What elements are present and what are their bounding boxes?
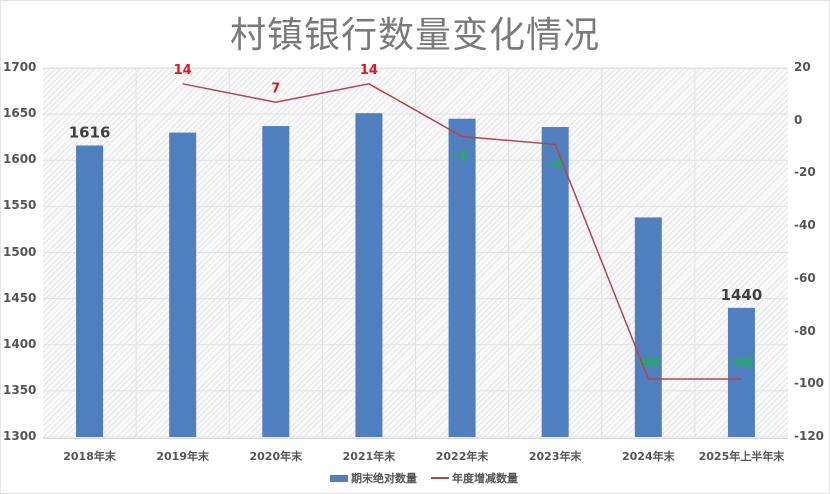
left-axis-tick: 1650 — [3, 106, 37, 121]
left-axis-tick: 1500 — [3, 244, 37, 259]
left-axis-tick: 1400 — [3, 336, 37, 351]
line-value-label: -9 — [548, 157, 562, 172]
bar-swatch-icon — [330, 474, 348, 482]
bar[interactable] — [727, 307, 755, 437]
change-line[interactable] — [182, 83, 742, 380]
right-axis-tick: -120 — [794, 429, 825, 443]
right-axis-tick: 20 — [794, 60, 811, 74]
bar[interactable] — [634, 217, 662, 437]
right-axis-tick: -60 — [794, 270, 816, 285]
line-value-label: 7 — [271, 81, 280, 96]
line-swatch-icon — [431, 477, 449, 479]
right-axis-tick: -100 — [794, 376, 825, 391]
x-axis-tick: 2021年末 — [342, 450, 396, 463]
left-axis-tick: 1700 — [3, 60, 37, 74]
x-axis-tick: 2020年末 — [249, 450, 303, 463]
line-value-label: 14 — [360, 63, 378, 78]
bar[interactable] — [541, 127, 569, 437]
bar[interactable] — [448, 118, 476, 438]
line-value-label: -98 — [637, 356, 661, 371]
bar[interactable] — [169, 132, 197, 437]
chart-title: 村镇银行数量变化情况 — [229, 15, 600, 56]
line-value-label: -98 — [730, 356, 754, 371]
right-axis-tick: 0 — [794, 112, 803, 127]
left-axis-tick: 1450 — [3, 290, 37, 305]
left-axis-tick: 1600 — [3, 152, 37, 167]
line-value-label: 14 — [174, 63, 192, 78]
legend: 期末绝对数量 年度增减数量 — [330, 470, 518, 486]
right-axis-tick: -80 — [794, 323, 816, 338]
x-axis-tick: 2018年末 — [63, 450, 116, 463]
left-axis-tick: 1550 — [3, 198, 37, 213]
x-axis-tick: 2019年末 — [156, 450, 209, 463]
legend-line-label: 年度增减数量 — [452, 472, 518, 485]
bar[interactable] — [262, 126, 290, 438]
legend-bar-label: 期末绝对数量 — [351, 472, 417, 485]
bar-value-label: 1616 — [69, 123, 111, 141]
bar[interactable] — [76, 145, 104, 438]
x-axis-tick: 2024年末 — [622, 450, 675, 463]
line-value-label: -6 — [455, 150, 469, 165]
x-axis-tick: 2025年上半年末 — [698, 450, 785, 463]
bar-value-label: 1440 — [721, 286, 763, 304]
bar[interactable] — [355, 113, 383, 437]
left-axis-tick: 1350 — [3, 382, 37, 397]
x-axis-tick: 2023年末 — [528, 450, 582, 463]
right-axis-tick: -40 — [794, 218, 816, 233]
x-axis-tick: 2022年末 — [435, 450, 489, 463]
legend-item-bar[interactable]: 期末绝对数量 — [330, 470, 417, 486]
legend-item-line[interactable]: 年度增减数量 — [431, 470, 518, 486]
right-axis-tick: -20 — [794, 165, 816, 180]
left-axis-tick: 1300 — [3, 429, 37, 443]
